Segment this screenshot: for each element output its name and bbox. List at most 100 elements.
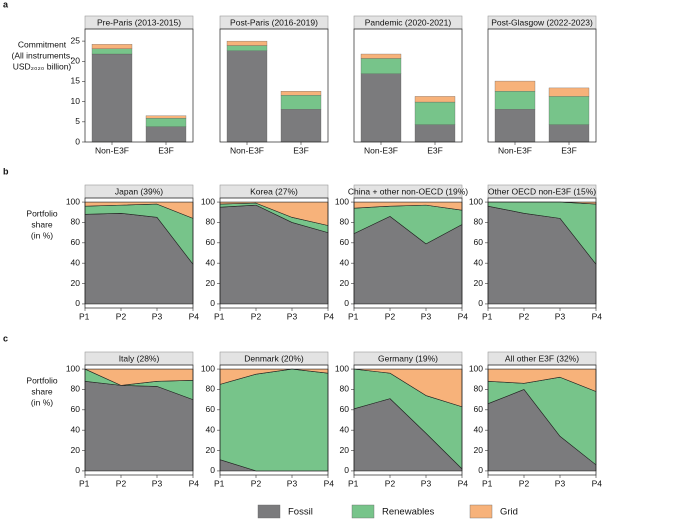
- panel-title: Italy (28%): [119, 353, 160, 363]
- bar: [226, 45, 268, 51]
- bar: [145, 126, 187, 143]
- x-tick-label: P2: [116, 478, 127, 488]
- y-tick-label: 60: [206, 404, 216, 414]
- x-tick-label: Non-E3F: [364, 145, 398, 155]
- x-tick-label: Non-E3F: [95, 145, 129, 155]
- bar: [494, 91, 536, 110]
- panel-letter: b: [3, 166, 9, 176]
- x-tick-label: P3: [555, 478, 566, 488]
- panel-title: All other E3F (32%): [505, 353, 579, 363]
- y-tick-label: 60: [340, 404, 350, 414]
- y-axis-label: (All instruments,: [12, 50, 73, 60]
- y-axis-label: (in %): [31, 230, 53, 240]
- y-tick-label: 0: [478, 298, 483, 308]
- y-tick-label: 0: [75, 136, 80, 146]
- y-tick-label: 20: [340, 445, 350, 455]
- y-tick-label: 60: [71, 404, 81, 414]
- x-tick-label: P1: [348, 478, 359, 488]
- y-tick-label: 20: [71, 278, 81, 288]
- y-tick-label: 100: [469, 196, 483, 206]
- y-tick-label: 25: [71, 35, 81, 45]
- x-tick-label: P1: [482, 478, 493, 488]
- y-tick-label: 40: [206, 424, 216, 434]
- y-tick-label: 20: [71, 445, 81, 455]
- panel-letter: a: [3, 0, 9, 9]
- panel-title: Post-Glasgow (2022-2023): [491, 17, 593, 27]
- y-tick-label: 80: [206, 217, 216, 227]
- x-tick-label: P2: [519, 478, 530, 488]
- plot-frame: [487, 364, 597, 476]
- y-tick-label: 0: [210, 298, 215, 308]
- y-axis-label: share: [31, 219, 53, 229]
- y-tick-label: 40: [71, 424, 81, 434]
- bar: [494, 80, 536, 92]
- y-tick-label: 100: [66, 363, 80, 373]
- y-tick-label: 80: [71, 384, 81, 394]
- bar: [145, 115, 187, 119]
- bar: [145, 118, 187, 127]
- bar: [91, 53, 133, 143]
- y-tick-label: 100: [201, 363, 215, 373]
- y-tick-label: 80: [340, 217, 350, 227]
- panel-letter: c: [3, 333, 8, 343]
- plot-frame: [219, 364, 329, 476]
- y-axis-label: share: [31, 386, 53, 396]
- bar: [360, 73, 402, 143]
- panel-title: Korea (27%): [250, 186, 298, 196]
- y-axis-label: Portfolio: [26, 208, 57, 218]
- plot-frame: [487, 197, 597, 309]
- y-tick-label: 100: [201, 196, 215, 206]
- panel-title: Denmark (20%): [244, 353, 304, 363]
- bar: [280, 109, 322, 143]
- panel-title: Post-Paris (2016-2019): [230, 17, 318, 27]
- x-tick-label: P1: [348, 311, 359, 321]
- panel-title: China + other non-OECD (19%): [348, 186, 468, 196]
- x-tick-label: P1: [79, 311, 90, 321]
- y-tick-label: 0: [344, 298, 349, 308]
- y-tick-label: 80: [206, 384, 216, 394]
- x-tick-label: P4: [324, 311, 335, 321]
- y-tick-label: 0: [344, 465, 349, 475]
- y-tick-label: 0: [210, 465, 215, 475]
- plot-frame: [353, 364, 463, 476]
- y-tick-label: 60: [340, 237, 350, 247]
- area: [219, 368, 329, 472]
- legend-swatch: [469, 504, 493, 519]
- y-tick-label: 60: [71, 237, 81, 247]
- bar: [548, 87, 590, 97]
- plot-frame: [84, 364, 194, 476]
- y-tick-label: 40: [340, 424, 350, 434]
- y-tick-label: 0: [478, 465, 483, 475]
- x-tick-label: P3: [152, 478, 163, 488]
- y-tick-label: 20: [474, 445, 484, 455]
- bar: [226, 50, 268, 143]
- panel-title: Japan (39%): [115, 186, 163, 196]
- bar: [494, 109, 536, 143]
- x-tick-label: E3F: [561, 145, 577, 155]
- y-tick-label: 40: [474, 257, 484, 267]
- bar: [548, 124, 590, 143]
- legend-label: Fossil: [288, 507, 313, 518]
- x-tick-label: P2: [251, 478, 262, 488]
- y-tick-label: 0: [75, 298, 80, 308]
- y-tick-label: 40: [474, 424, 484, 434]
- plot-frame: [219, 197, 329, 309]
- bar: [414, 96, 456, 103]
- x-tick-label: P4: [458, 478, 469, 488]
- panel-title: Other OECD non-E3F (15%): [488, 186, 596, 196]
- y-tick-label: 20: [474, 278, 484, 288]
- plot-frame: [84, 197, 194, 309]
- x-tick-label: P2: [116, 311, 127, 321]
- x-tick-label: P1: [214, 478, 225, 488]
- x-tick-label: P3: [287, 478, 298, 488]
- x-tick-label: P2: [385, 478, 396, 488]
- bar: [360, 58, 402, 74]
- x-tick-label: P4: [189, 311, 200, 321]
- y-tick-label: 100: [469, 363, 483, 373]
- plot-frame: [84, 28, 194, 143]
- bar: [226, 40, 268, 46]
- y-tick-label: 80: [474, 217, 484, 227]
- plot-frame: [353, 197, 463, 309]
- legend-swatch: [351, 504, 375, 519]
- x-tick-label: E3F: [427, 145, 443, 155]
